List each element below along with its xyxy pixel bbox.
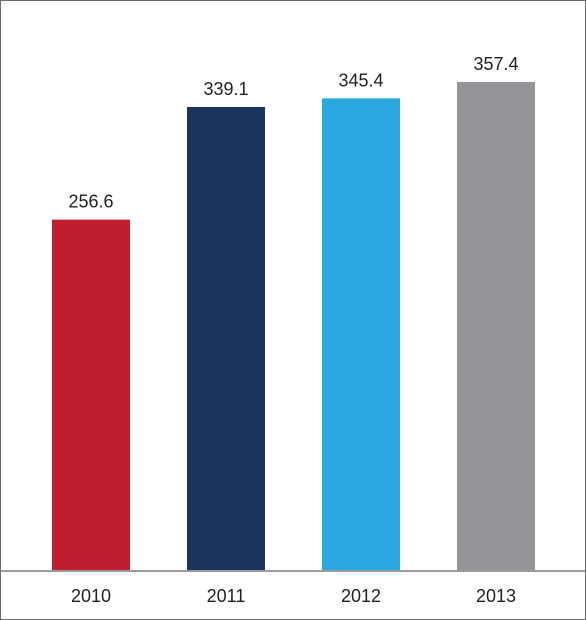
bar-2011	[187, 106, 265, 571]
value-label-2011: 339.1	[203, 79, 248, 99]
bar-2010	[52, 219, 130, 570]
value-label-2013: 357.4	[473, 54, 518, 74]
value-label-2010: 256.6	[68, 192, 113, 212]
bar-2013	[457, 82, 535, 570]
bar-2012	[322, 98, 400, 570]
x-tick-labels-group: 2010 2011 2012 2013	[71, 586, 516, 606]
x-tick-label-2012: 2012	[341, 586, 381, 606]
bars-group	[52, 82, 535, 571]
x-tick-label-2011: 2011	[207, 586, 246, 606]
x-tick-label-2010: 2010	[71, 586, 111, 606]
value-labels-group: 256.6 339.1 345.4 357.4	[68, 54, 518, 212]
value-label-2012: 345.4	[338, 70, 383, 90]
x-tick-label-2013: 2013	[476, 586, 516, 606]
